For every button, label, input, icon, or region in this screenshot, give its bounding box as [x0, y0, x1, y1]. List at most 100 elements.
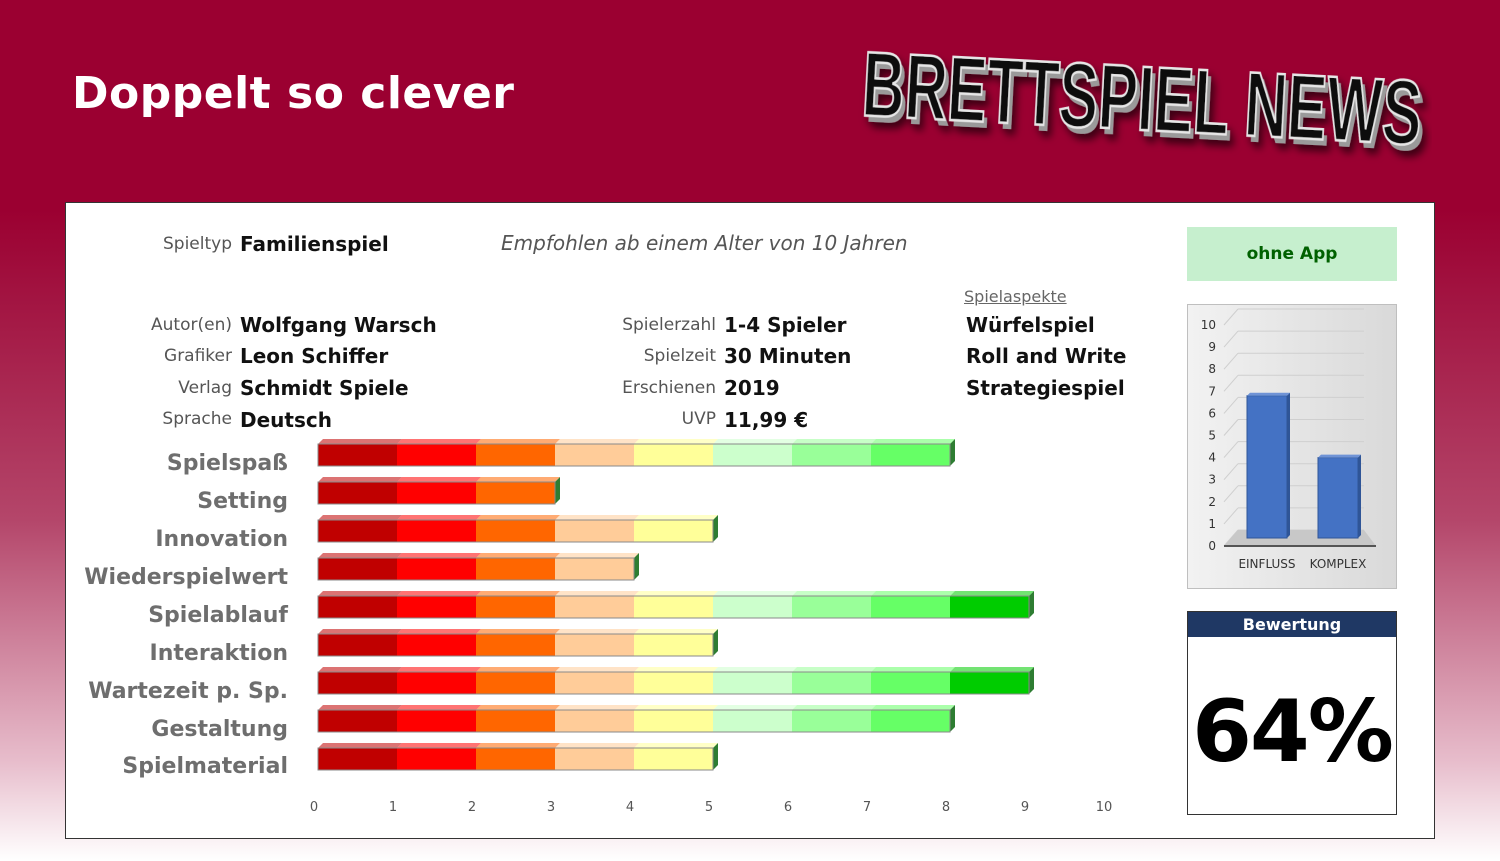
bar-segment-top: [634, 667, 718, 672]
bar-segment: [476, 520, 555, 542]
grafiker-value: Leon Schiffer: [240, 344, 389, 368]
bar-end-face: [713, 629, 718, 656]
bar-segment-top: [713, 439, 797, 444]
bar-segment: [634, 520, 713, 542]
column-front: [1317, 457, 1359, 539]
page-title: Doppelt so clever: [72, 68, 515, 119]
bar-segment: [871, 672, 950, 694]
bar-segment-top: [397, 439, 481, 444]
bar-end-face: [713, 515, 718, 542]
column-top: [1247, 392, 1290, 396]
bar-segment: [792, 710, 871, 732]
grid-line: [1223, 485, 1239, 503]
bar-segment-top: [318, 629, 402, 634]
bar-segment-top: [713, 705, 797, 710]
bar-segment: [871, 710, 950, 732]
bar-segment-top: [397, 477, 481, 482]
bar-outline: [317, 595, 1030, 619]
bar-segment-top: [792, 667, 876, 672]
x-tick-label: 10: [1096, 800, 1113, 815]
bar-segment: [397, 710, 476, 732]
y-tick-label: 4: [1208, 451, 1216, 465]
bar-segment-top: [555, 439, 639, 444]
bar-outline: [317, 519, 714, 543]
bar-segment-top: [555, 553, 639, 558]
bar-segment: [397, 748, 476, 770]
bar-segment: [397, 558, 476, 580]
spielzeit-label: Spielzeit: [643, 346, 716, 366]
bar-segment-top: [871, 667, 955, 672]
bar-segment-top: [476, 705, 560, 710]
brettspiel-news-logo: BRETTSPIEL NEWS BRETTSPIEL NEWS: [859, 32, 1429, 170]
bar-segment: [950, 596, 1029, 618]
bar-segment: [318, 520, 397, 542]
x-tick-label: 6: [784, 800, 792, 815]
bar-segment: [318, 596, 397, 618]
y-tick-label: 2: [1208, 495, 1216, 509]
age-recommendation: Empfohlen ab einem Alter von 10 Jahren: [501, 231, 908, 255]
bar-segment: [555, 672, 634, 694]
bar-segment-top: [397, 629, 481, 634]
bar-segment: [871, 444, 950, 466]
sprache-label: Sprache: [162, 409, 232, 429]
bar-segment-top: [634, 515, 718, 520]
bar-end-face: [950, 439, 955, 466]
bar-segment: [397, 672, 476, 694]
influence-complexity-chart: 0 1 2 3 4 5 6 7 8 9 10 EINFLUSS KOMPLEX: [1187, 304, 1397, 589]
bar-outline: [317, 443, 951, 467]
spielerzahl-label: Spielerzahl: [622, 315, 716, 335]
rating-box: Bewertung 64%: [1187, 611, 1397, 815]
bar-segment: [476, 634, 555, 656]
bar-segment: [318, 710, 397, 732]
bar-segment: [555, 596, 634, 618]
bar-segment-top: [318, 705, 402, 710]
x-tick-label: 1: [389, 800, 397, 815]
bar-segment: [634, 672, 713, 694]
bar-segment-top: [871, 705, 955, 710]
grid-line: [1223, 397, 1239, 414]
x-tick-label: 7: [863, 800, 871, 815]
bar-segment: [476, 710, 555, 732]
column-bar: [1317, 454, 1361, 539]
y-tick-label: 7: [1208, 384, 1216, 398]
bar-segment: [397, 520, 476, 542]
bar-segment-top: [555, 629, 639, 634]
bar-segment: [397, 444, 476, 466]
bar-segment: [318, 444, 397, 466]
bar-outline: [317, 671, 1030, 695]
bar-segment-top: [318, 439, 402, 444]
bar-segment-top: [318, 667, 402, 672]
bar-segment-top: [476, 629, 560, 634]
bar-outline: [317, 747, 714, 771]
bar-segment-top: [555, 591, 639, 596]
bar-end-face: [950, 705, 955, 732]
column-top: [1318, 454, 1361, 458]
bar-segment-top: [476, 515, 560, 520]
bar-outline: [317, 633, 714, 657]
grid-line: [1223, 308, 1239, 326]
bar-segment-top: [397, 705, 481, 710]
uvp-value: 11,99 €: [724, 408, 809, 432]
bar-segment: [713, 710, 792, 732]
verlag-label: Verlag: [178, 378, 232, 398]
bar-outline: [317, 481, 556, 505]
x-category-label: KOMPLEX: [1310, 557, 1367, 571]
bar-segment: [397, 596, 476, 618]
rating-value: 64%: [1192, 682, 1394, 782]
bar-segment: [634, 710, 713, 732]
bar-segment-top: [713, 591, 797, 596]
bar-end-face: [1029, 667, 1034, 694]
bar-segment-top: [792, 591, 876, 596]
bar-segment: [318, 672, 397, 694]
bar-segment: [318, 634, 397, 656]
grid-line: [1223, 352, 1239, 370]
column-bar: [1246, 392, 1290, 539]
uvp-label: UVP: [681, 409, 716, 429]
bar-outline: [317, 709, 951, 733]
bar-segment: [476, 596, 555, 618]
grid-line: [1223, 374, 1239, 392]
rating-bar: [317, 591, 1034, 619]
bar-segment-top: [792, 705, 876, 710]
bar-segment: [713, 596, 792, 618]
bar-segment-top: [476, 743, 560, 748]
